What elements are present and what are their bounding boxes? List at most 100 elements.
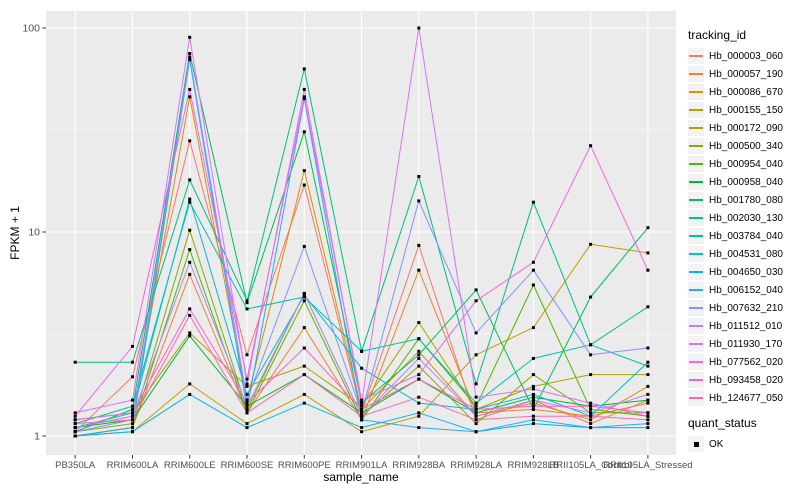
data-point [188, 260, 192, 264]
data-point [531, 422, 535, 426]
data-point [188, 55, 192, 59]
data-point [73, 411, 77, 415]
legend-item-Hb_093458_020: Hb_093458_020 [688, 371, 800, 389]
data-point [73, 418, 77, 422]
data-point [646, 384, 650, 388]
data-point [474, 395, 478, 399]
data-point [73, 422, 77, 426]
legend-key-swatch [688, 192, 704, 208]
data-point [188, 228, 192, 232]
legend-key-swatch [688, 336, 704, 352]
data-point [646, 414, 650, 418]
x-tick-label: RRIM901LA [336, 460, 388, 471]
data-point [245, 411, 249, 415]
data-point [131, 430, 134, 434]
data-point [302, 295, 306, 299]
data-point [302, 95, 306, 99]
data-point [417, 199, 421, 203]
legend-item-Hb_004650_030: Hb_004650_030 [688, 263, 800, 281]
legend-item-label: Hb_003784_040 [709, 230, 783, 242]
data-point [531, 404, 535, 408]
data-point [245, 407, 249, 411]
data-point [188, 178, 192, 182]
data-point [73, 434, 77, 438]
data-point [302, 67, 306, 71]
data-point [589, 144, 593, 148]
data-point [474, 401, 478, 405]
data-point [131, 375, 134, 379]
legend-item-Hb_007632_210: Hb_007632_210 [688, 299, 800, 317]
data-point [131, 360, 134, 364]
data-point [245, 307, 249, 311]
legend-item-label: Hb_002030_130 [709, 212, 783, 224]
data-point [474, 382, 478, 386]
legend-item-Hb_000954_040: Hb_000954_040 [688, 155, 800, 173]
legend-item-label: Hb_000958_040 [709, 176, 783, 188]
data-point [360, 411, 364, 415]
data-point [188, 272, 192, 276]
data-point [589, 404, 593, 408]
data-point [474, 288, 478, 292]
legend: tracking_id Hb_000003_060 Hb_000057_190 Hb… [688, 28, 800, 453]
data-point [589, 407, 593, 411]
legend-key-swatch [688, 390, 704, 406]
data-point [531, 384, 535, 388]
data-point [245, 377, 249, 381]
legend-line-icon [689, 217, 703, 219]
data-point [245, 398, 249, 402]
legend-item-label: Hb_001780_080 [709, 194, 783, 206]
legend-key-swatch [688, 264, 704, 280]
data-point [360, 418, 364, 422]
legend-item-Hb_002030_130: Hb_002030_130 [688, 209, 800, 227]
data-point [360, 366, 364, 370]
quant-legend-title: quant_status [688, 416, 757, 430]
legend-key-swatch [688, 210, 704, 226]
quant-key [688, 436, 704, 452]
legend-line-icon [689, 55, 703, 57]
data-point [360, 430, 364, 434]
legend-key-swatch [688, 246, 704, 262]
legend-item-label: Hb_000172_090 [709, 122, 783, 134]
data-point [188, 87, 192, 91]
legend-key-swatch [688, 156, 704, 172]
y-tick-label: 100 [22, 23, 40, 35]
data-point [131, 414, 134, 418]
data-point [417, 373, 421, 377]
data-point [188, 58, 192, 62]
legend-item-Hb_000172_090: Hb_000172_090 [688, 119, 800, 137]
x-tick-label: RRIM928BA [392, 460, 445, 471]
data-point [417, 364, 421, 368]
data-point [302, 293, 306, 297]
legend-item-label: Hb_000003_060 [709, 50, 783, 62]
data-point [646, 426, 650, 430]
data-point [589, 401, 593, 405]
data-point [646, 360, 650, 364]
legend-item-label: Hb_077562_020 [709, 356, 783, 368]
data-point [131, 418, 134, 422]
legend-key-swatch [688, 84, 704, 100]
data-point [531, 398, 535, 402]
data-point [474, 299, 478, 303]
y-tick-label: 1 [34, 431, 40, 443]
legend-item-label: Hb_000086_670 [709, 86, 783, 98]
data-point [417, 395, 421, 399]
data-point [417, 426, 421, 430]
legend-line-icon [689, 145, 703, 147]
quant-legend-item: OK [688, 435, 800, 453]
legend-item-label: Hb_093458_020 [709, 374, 783, 386]
data-point [302, 326, 306, 330]
data-point [474, 414, 478, 418]
legend-key-swatch [688, 48, 704, 64]
legend-line-icon [689, 343, 703, 345]
legend-key-swatch [688, 354, 704, 370]
data-point [474, 407, 478, 411]
x-tick-label: RRII105LA_Control [549, 460, 631, 471]
legend-item-Hb_000155_150: Hb_000155_150 [688, 101, 800, 119]
data-point [474, 353, 478, 357]
data-point [245, 426, 249, 430]
legend-line-icon [689, 127, 703, 129]
data-point [646, 364, 650, 368]
legend-key-swatch [688, 174, 704, 190]
legend-item-label: Hb_000057_190 [709, 68, 783, 80]
